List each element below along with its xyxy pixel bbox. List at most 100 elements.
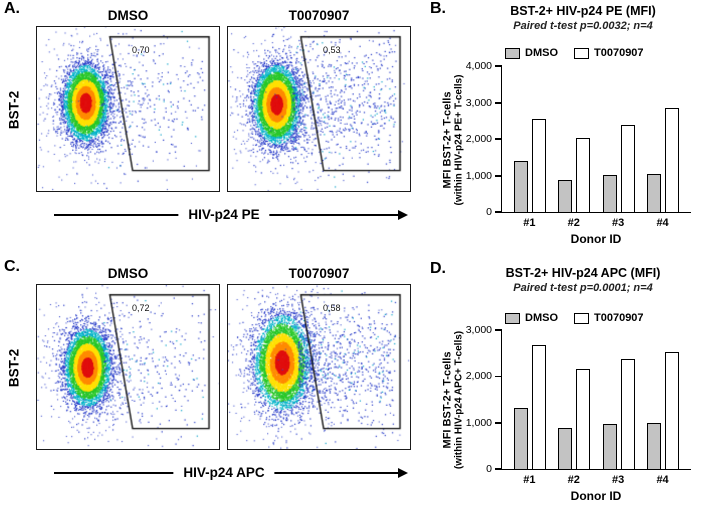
flow-plot-frame: 0,53 bbox=[227, 26, 411, 192]
chart-d-x-tick-labels: #1 #2 #3 #4 bbox=[501, 474, 691, 486]
bar-t0070907-donor1 bbox=[532, 344, 547, 469]
y-tick-mark bbox=[495, 375, 502, 378]
panel-a-x-axis: HIV-p24 PE bbox=[36, 206, 412, 226]
legend-label-t0070907: T0070907 bbox=[594, 312, 644, 324]
y-tick-mark bbox=[495, 468, 502, 470]
y-tick-mark bbox=[495, 101, 502, 104]
bar-t0070907-donor3 bbox=[620, 125, 635, 212]
legend-item-dmso: DMSO bbox=[505, 47, 558, 59]
chart-b-subtitle: Paired t-test p=0.0032; n=4 bbox=[513, 20, 653, 32]
chart-b-x-tick-labels: #1 #2 #3 #4 bbox=[501, 217, 691, 229]
x-tick-label: #1 bbox=[523, 217, 536, 229]
bar-dmso-donor3 bbox=[602, 423, 617, 469]
chart-d-plot-area: 0 1,000 2,000 3,000 bbox=[466, 324, 691, 475]
gate-percentage: 0,70 bbox=[131, 45, 150, 56]
gate-percentage: 0,58 bbox=[322, 303, 341, 314]
y-axis-label-line2: (within HIV-p24 PE+ T-cells) bbox=[453, 74, 465, 206]
bar-dmso-donor1 bbox=[514, 407, 529, 469]
flow-plot-frame: 0,70 bbox=[36, 26, 220, 192]
panel-a: A. BST-2 DMSO 0,70 T0070907 0,53 HIV-p2 bbox=[0, 0, 425, 256]
y-tick-label: 3,000 bbox=[465, 96, 492, 109]
legend-label-dmso: DMSO bbox=[525, 47, 558, 59]
x-axis-arrowhead-icon bbox=[398, 209, 408, 220]
flow-plot-title: DMSO bbox=[107, 266, 149, 281]
panel-b-label: B. bbox=[430, 0, 446, 17]
y-tick-label: 1,000 bbox=[465, 416, 492, 429]
x-tick-label: #4 bbox=[656, 474, 669, 486]
flow-dotplot-canvas bbox=[228, 27, 410, 191]
panel-a-x-axis-label: HIV-p24 PE bbox=[178, 206, 270, 223]
chart-b-x-axis-label: Donor ID bbox=[570, 232, 622, 246]
flow-plot-t0070907-pe: T0070907 0,53 bbox=[227, 8, 411, 192]
flow-plot-frame: 0,72 bbox=[36, 284, 220, 450]
y-tick-mark bbox=[495, 138, 502, 140]
bar-dmso-donor4 bbox=[646, 422, 661, 469]
y-tick-label: 4,000 bbox=[465, 60, 492, 72]
bar-t0070907-donor4 bbox=[664, 108, 679, 212]
x-tick-label: #2 bbox=[567, 474, 580, 486]
panel-c-plots: DMSO 0,72 T0070907 0,58 bbox=[36, 266, 411, 450]
y-tick-mark bbox=[495, 65, 502, 67]
x-tick-label: #2 bbox=[567, 217, 580, 229]
panel-c-label: C. bbox=[4, 258, 20, 275]
bar-t0070907-donor4 bbox=[664, 352, 679, 469]
panel-d: D. BST-2+ HIV-p24 APC (MFI) Paired t-tes… bbox=[425, 256, 708, 512]
flow-plot-t0070907-apc: T0070907 0,58 bbox=[227, 266, 411, 450]
legend-item-t0070907: T0070907 bbox=[574, 47, 644, 59]
bar-t0070907-donor1 bbox=[532, 118, 547, 212]
bar-group-donor2 bbox=[558, 330, 591, 469]
bar-t0070907-donor3 bbox=[620, 358, 635, 469]
flow-plot-title: DMSO bbox=[107, 8, 149, 23]
bar-group-donor1 bbox=[514, 330, 547, 469]
chart-b-legend: DMSO T0070907 bbox=[505, 47, 644, 59]
panel-b: B. BST-2+ HIV-p24 PE (MFI) Paired t-test… bbox=[425, 0, 708, 256]
bar-dmso-donor2 bbox=[558, 179, 573, 212]
bar-dmso-donor2 bbox=[558, 428, 573, 469]
panel-c: C. BST-2 DMSO 0,72 T0070907 0,58 HIV-p2 bbox=[0, 258, 425, 512]
legend-label-t0070907: T0070907 bbox=[594, 47, 644, 59]
panel-a-label: A. bbox=[4, 0, 20, 17]
chart-b-y-axis-label: MFI BST-2+ T-cells (within HIV-p24 PE+ T… bbox=[442, 75, 465, 206]
gate-percentage: 0,53 bbox=[322, 45, 341, 56]
legend-label-dmso: DMSO bbox=[525, 312, 558, 324]
chart-b-plot-area: 0 1,000 2,000 3,000 4,000 bbox=[466, 60, 691, 218]
flow-plot-frame: 0,58 bbox=[227, 284, 411, 450]
x-tick-label: #3 bbox=[612, 474, 625, 486]
x-tick-label: #1 bbox=[523, 474, 536, 486]
legend-swatch-t0070907 bbox=[574, 312, 589, 324]
y-tick-label: 0 bbox=[486, 206, 492, 218]
x-tick-label: #4 bbox=[656, 217, 669, 229]
y-tick-label: 0 bbox=[486, 463, 492, 475]
y-axis-label-line2: (within HIV-p24 APC+ T-cells) bbox=[453, 330, 465, 470]
panel-d-label: D. bbox=[430, 260, 446, 277]
y-tick-mark bbox=[495, 211, 502, 213]
bar-group-donor4 bbox=[646, 66, 679, 212]
legend-swatch-dmso bbox=[505, 312, 520, 324]
chart-d-subtitle: Paired t-test p=0.0001; n=4 bbox=[513, 282, 653, 294]
chart-d-legend: DMSO T0070907 bbox=[505, 312, 644, 324]
y-axis-label-line1: MFI BST-2+ T-cells bbox=[441, 91, 454, 189]
flow-dotplot-canvas bbox=[37, 27, 219, 191]
bar-group-donor3 bbox=[602, 330, 635, 469]
y-tick-mark bbox=[495, 422, 502, 424]
legend-swatch-t0070907 bbox=[574, 47, 589, 59]
bar-t0070907-donor2 bbox=[576, 137, 591, 212]
y-tick-mark bbox=[495, 174, 502, 177]
y-tick-label: 1,000 bbox=[465, 169, 492, 182]
flow-dotplot-canvas bbox=[228, 285, 410, 449]
legend-item-dmso: DMSO bbox=[505, 312, 558, 324]
panel-c-x-axis: HIV-p24 APC bbox=[36, 464, 412, 484]
gate-percentage: 0,72 bbox=[131, 303, 150, 314]
chart-d-x-axis-label: Donor ID bbox=[570, 489, 622, 503]
bar-group-donor4 bbox=[646, 330, 679, 469]
chart-d-y-axis-label: MFI BST-2+ T-cells (within HIV-p24 APC+ … bbox=[442, 331, 465, 469]
bars-container bbox=[502, 330, 691, 469]
bar-t0070907-donor2 bbox=[576, 369, 591, 469]
legend-swatch-dmso bbox=[505, 47, 520, 59]
y-tick-label: 3,000 bbox=[465, 324, 492, 336]
panel-a-y-axis-label: BST-2 bbox=[6, 90, 22, 130]
flow-plot-title: T0070907 bbox=[288, 8, 350, 23]
y-tick-mark bbox=[495, 329, 502, 331]
y-axis-label-line1: MFI BST-2+ T-cells bbox=[441, 351, 454, 449]
